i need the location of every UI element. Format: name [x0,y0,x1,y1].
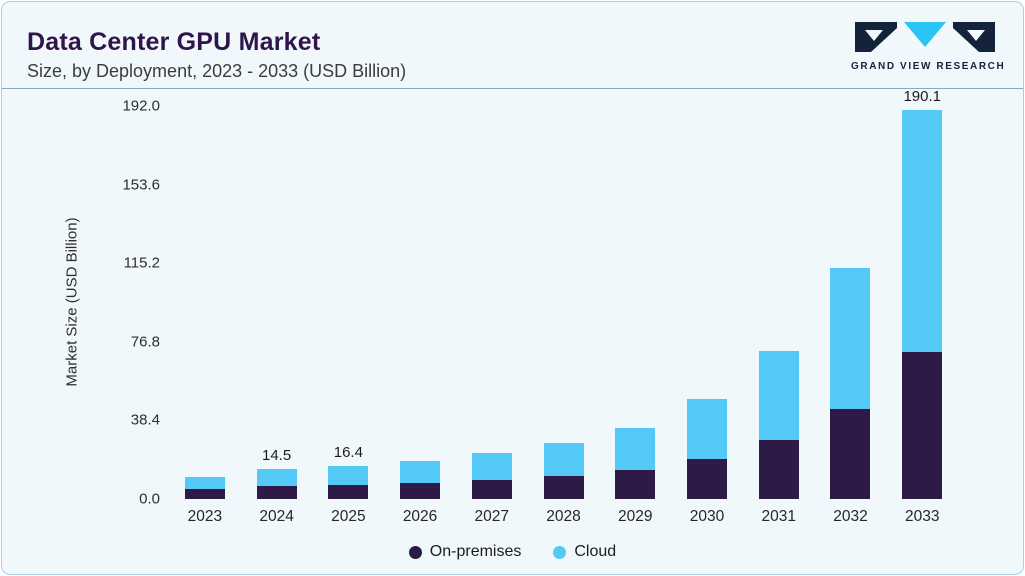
segment-cloud [615,428,656,471]
bar-column-2033: 190.1 2033 [886,88,958,525]
y-axis-tick-label: 76.8 [130,333,160,351]
legend-label: On-premises [429,543,522,560]
x-axis-label: 2025 [331,508,366,525]
stacked-bar [543,442,584,499]
segment-cloud [830,268,871,409]
segment-cloud [758,350,799,441]
stacked-bar [687,398,727,499]
bar-column-2032: 2032 [815,106,887,525]
stacked-bar [830,268,871,499]
brand-logo-text: GRAND VIEW RESEARCH [851,61,1006,72]
legend-item-on-premises: On-premises [408,543,522,561]
segment-cloud [400,461,441,483]
segment-on-premises [543,475,584,499]
x-axis-label: 2023 [187,508,223,525]
bar-column-2028: 2028 [528,106,600,525]
bar-value-label: 14.5 [262,447,292,465]
segment-cloud [471,453,512,480]
segment-cloud [256,469,297,486]
bar-column-2029: 2029 [599,106,671,525]
segment-on-premises [328,484,369,499]
segment-cloud [184,476,225,489]
segment-on-premises [256,485,297,499]
segment-on-premises [615,470,656,499]
x-axis-label: 2028 [546,508,581,525]
x-axis-label: 2033 [904,508,940,525]
segment-on-premises [758,440,799,499]
x-axis-label: 2030 [689,508,725,525]
segment-cloud [328,465,369,485]
bar-value-label: 190.1 [903,87,941,105]
x-axis-label: 2027 [474,508,510,525]
y-axis-tick-label: 192.0 [122,97,160,115]
y-axis-title: Market Size (USD Billion) [63,217,81,387]
y-axis-tick-label: 115.2 [123,254,160,272]
y-axis-tick-label: 0.0 [139,490,160,508]
stacked-bar [758,350,799,499]
legend-dot-icon [408,545,422,559]
stacked-bar [256,469,297,499]
page-title: Data Center GPU Market [27,28,321,56]
grand-view-research-logo-icon [855,22,995,52]
stacked-bar [615,428,656,499]
segment-cloud [543,442,584,476]
segment-cloud [902,109,943,352]
segment-on-premises [902,351,943,499]
segment-on-premises [830,408,871,499]
legend: On-premises Cloud [2,543,1023,561]
legend-item-cloud: Cloud [553,543,616,561]
stacked-bar [902,109,943,499]
stacked-bar [184,476,225,499]
x-axis-label: 2024 [259,508,294,525]
y-axis-ticks: 192.0 153.6 115.2 76.8 38.4 0.0 [92,98,160,508]
bar-column-2024: 14.5 2024 [241,106,313,525]
bar-column-2031: 2031 [743,106,815,525]
legend-dot-icon [553,545,567,559]
segment-on-premises [687,458,727,499]
page-subtitle: Size, by Deployment, 2023 - 2033 (USD Bi… [27,61,407,81]
legend-label: Cloud [574,543,617,560]
brand-logo: GRAND VIEW RESEARCH [851,22,1006,72]
segment-on-premises [184,489,225,499]
header-divider [2,88,1023,89]
stacked-bar [471,453,512,499]
bar-column-2027: 2027 [456,106,528,525]
y-axis-tick-label: 153.6 [122,176,160,194]
segment-on-premises [400,482,441,499]
stacked-bar [328,465,369,499]
stacked-bar [400,461,441,499]
bar-column-2025: 16.4 2025 [312,106,384,525]
x-axis-label: 2029 [618,508,653,525]
bar-column-2030: 2030 [671,106,743,525]
bar-column-2023: 2023 [169,106,241,525]
segment-on-premises [471,479,512,499]
plot-area: 2023 14.5 2024 16.4 2025 2026 2027 2028 2029 2030… [169,88,958,525]
x-axis-label: 2031 [761,508,796,525]
bar-column-2026: 2026 [384,106,456,525]
bar-value-label: 16.4 [333,443,363,461]
x-axis-label: 2026 [402,508,438,525]
y-axis-tick-label: 38.4 [130,411,160,429]
x-axis-label: 2032 [833,508,868,525]
segment-cloud [687,398,727,459]
